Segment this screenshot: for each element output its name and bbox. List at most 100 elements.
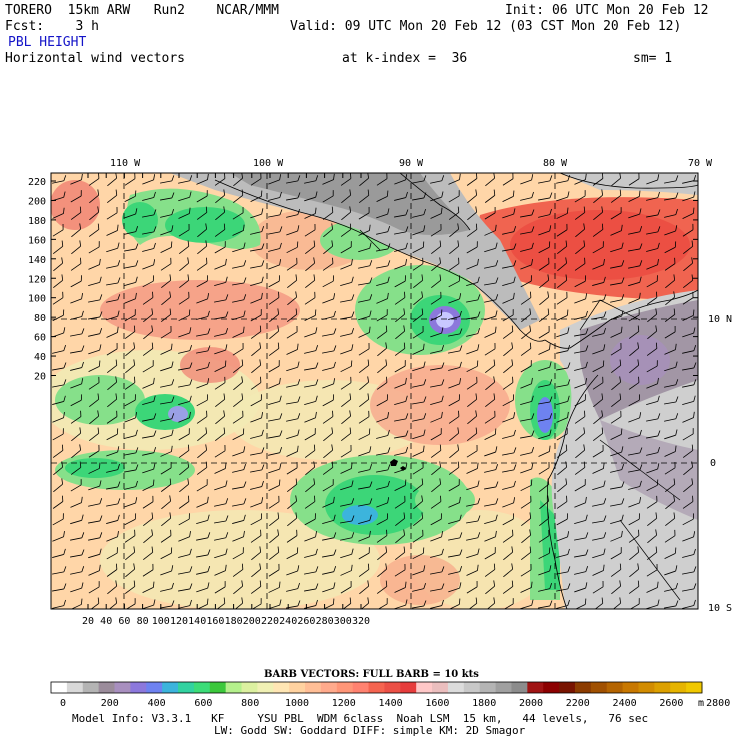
wind-barb (341, 206, 352, 221)
wind-barb (394, 446, 409, 456)
wind-barb (142, 191, 156, 201)
wind-barb (179, 274, 190, 289)
wind-barb (286, 396, 301, 405)
wind-barb (196, 173, 209, 185)
wind-barb (682, 309, 695, 321)
wind-barb (394, 377, 407, 389)
wind-barb (682, 191, 696, 202)
x-tick-20: 20 (82, 616, 94, 627)
wind-barb (106, 463, 120, 473)
wind-barb (322, 275, 334, 288)
wind-barb (322, 514, 336, 525)
colorbar-swatch (146, 682, 163, 693)
wind-barb (322, 496, 335, 508)
wind-barb (53, 461, 64, 476)
wind-barb (304, 327, 318, 338)
wind-barb (466, 376, 478, 390)
wind-barb (88, 480, 102, 491)
wind-barb (52, 444, 64, 458)
wind-barb (466, 548, 480, 559)
wind-barb (52, 291, 64, 305)
wind-barb (196, 582, 210, 593)
wind-barb (286, 529, 298, 543)
wind-barb (502, 208, 516, 219)
wind-barb (197, 444, 208, 459)
wind-barb (592, 427, 604, 441)
wind-barb (539, 512, 550, 527)
wind-barb (142, 360, 154, 373)
wind-barb (520, 242, 534, 252)
wind-barb (682, 223, 694, 237)
y-tick-160: 160 (28, 235, 46, 246)
wind-barb (340, 276, 354, 286)
wind-barb (502, 276, 516, 287)
wind-barb (232, 498, 247, 507)
wind-barb (502, 226, 517, 235)
wind-barb (448, 479, 460, 492)
wind-barb (394, 226, 409, 235)
vector-title: Horizontal wind vectors (5, 51, 186, 66)
wind-barb (412, 600, 427, 609)
colorbar-label-2400: 2400 (613, 698, 637, 709)
wind-barb (268, 259, 282, 270)
wind-barb (449, 240, 460, 255)
wind-barb (556, 291, 568, 305)
wind-barb (412, 547, 425, 560)
wind-barb (556, 223, 568, 237)
wind-barb (304, 309, 317, 322)
wind-barb (88, 597, 100, 609)
wind-barb (628, 529, 640, 543)
wind-barb (520, 226, 535, 235)
wind-barb (520, 291, 532, 305)
colorbar-swatch (162, 682, 179, 693)
y-tick-200: 200 (28, 196, 46, 207)
wind-barb (592, 276, 606, 286)
wind-barb (502, 497, 516, 508)
wind-barb (484, 446, 498, 457)
wind-barb (592, 241, 604, 254)
wind-barb (521, 308, 532, 323)
wind-barb (592, 173, 604, 186)
wind-barb (485, 580, 496, 595)
wind-barb (340, 532, 355, 541)
wind-barb (466, 241, 478, 254)
lon-labels: 110 W 100 W 90 W 80 W 70 W (110, 158, 713, 169)
wind-barb (484, 342, 496, 356)
wind-barb (412, 225, 426, 236)
wind-barb (502, 376, 514, 390)
wind-barb (412, 445, 425, 457)
x-tick-120: 120 (170, 616, 188, 627)
wind-barb (575, 427, 586, 442)
wind-barb (232, 563, 244, 577)
wind-barb (628, 513, 640, 526)
wind-barb (466, 294, 481, 303)
latlon-grid (51, 173, 698, 609)
wind-barb (646, 563, 658, 577)
wind-barb (286, 379, 301, 388)
wind-barb (610, 189, 622, 203)
wind-barb (340, 294, 355, 303)
wind-barb (467, 189, 478, 204)
wind-barb (502, 412, 516, 423)
wind-barb (178, 395, 192, 405)
wind-barb (628, 276, 642, 287)
wind-barb (250, 276, 264, 287)
wind-barb (70, 190, 82, 203)
wind-barb (250, 260, 265, 269)
wind-barb (106, 530, 119, 542)
wind-barb (250, 208, 264, 219)
wind-barb (88, 515, 103, 524)
wind-barb (160, 582, 174, 592)
wind-barb (286, 325, 298, 339)
wind-barb (466, 532, 481, 541)
wind-barb (287, 512, 298, 527)
wind-barb (322, 345, 337, 354)
wind-barb (556, 599, 570, 609)
wind-barb (286, 225, 300, 236)
wind-barb (430, 309, 443, 322)
wind-barb (448, 410, 460, 424)
colorbar-swatch (543, 682, 560, 693)
colorbar-swatch (495, 682, 512, 693)
wind-barb (592, 462, 605, 474)
wind-barb (269, 512, 280, 527)
